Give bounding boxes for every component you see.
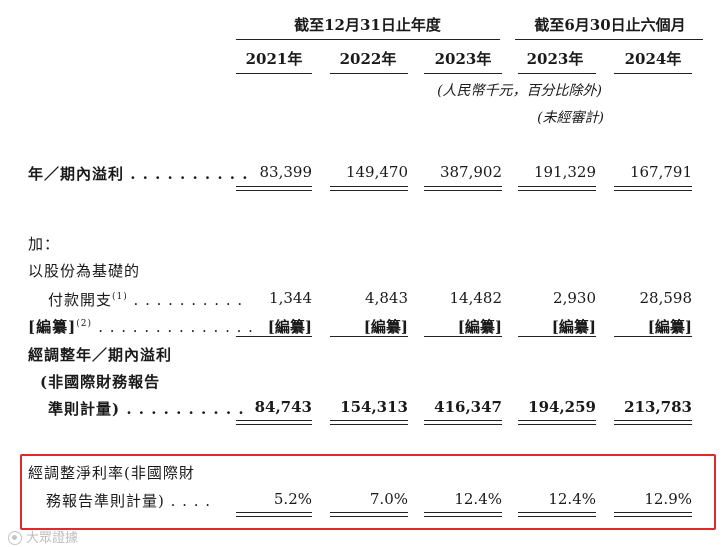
profit-rule-2024h1-a [614,186,692,187]
redacted-value-2024-h1: [編纂] [647,318,692,336]
row-label-adjusted-margin-1: 經調整淨利率(非國際財 [28,464,195,482]
adj-rule-2023-a [424,420,502,421]
header-six-month-period: 截至6月30日止六個月 [534,16,686,34]
adj-rule-2024h1-a [614,420,692,421]
year-header-2023-h1: 2023年 [526,50,584,68]
adjusted-margin-value-2023-h1: 12.4% [548,490,596,508]
footnote-1: (1) [112,292,128,302]
row-label-adjusted-margin-2: 務報告準則計量) . . . . [46,492,211,510]
row-label-adjusted-profit-2: (非國際財務報告 [40,373,161,391]
row-label-profit: 年／期內溢利 . . . . . . . . . . [28,165,249,183]
adj-rule-2023h1-a [518,420,596,421]
redacted-rule-2023 [424,336,502,337]
year-header-2024-h1: 2024年 [624,50,682,68]
redacted-value-2021: [編纂] [267,318,312,336]
year-rule-2023-h1 [518,73,596,74]
profit-value-2022: 149,470 [345,163,408,181]
header-annual-rule [236,39,500,40]
watermark-logo-icon [8,531,22,545]
profit-rule-2023h1-a [518,186,596,187]
margin-rule-2021-b [236,516,312,517]
adjusted-margin-value-2023: 12.4% [454,490,502,508]
margin-rule-2021-a [236,512,312,513]
profit-rule-2022-b [330,190,408,191]
redacted-label-text: [編纂] [28,318,77,336]
redacted-rule-2023h1 [518,336,596,337]
adjusted-margin-value-2024-h1: 12.9% [644,490,692,508]
year-rule-2023 [424,73,502,74]
redacted-value-2023: [編纂] [457,318,502,336]
row-label-share-based-2: 付款開支(1) . . . . . . . . . . [48,289,243,310]
share-based-value-2023-h1: 2,930 [553,289,596,307]
unit-note: (人民幣千元，百分比除外) [437,83,602,99]
year-header-2023: 2023年 [434,50,492,68]
year-rule-2024-h1 [614,73,692,74]
profit-rule-2021-b [236,190,312,191]
profit-value-2023-h1: 191,329 [533,163,596,181]
adjusted-margin-value-2022: 7.0% [369,490,408,508]
year-rule-2021 [236,73,312,74]
adjusted-margin-value-2021: 5.2% [273,490,312,508]
margin-rule-2023h1-a [518,512,596,513]
header-annual-period: 截至12月31日止年度 [294,16,441,34]
year-header-2021: 2021年 [245,50,303,68]
adjusted-profit-value-2021: 84,743 [254,398,312,416]
adj-rule-2023h1-b [518,424,596,425]
watermark: 大眾證據 [8,527,78,546]
profit-value-2024-h1: 167,791 [629,163,692,181]
share-based-dots: . . . . . . . . . . [133,291,244,309]
redacted-dots: . . . . . . . . . . . . . . [98,318,254,336]
redacted-rule-2024h1 [614,336,692,337]
margin-rule-2023-b [424,516,502,517]
adjusted-profit-value-2024-h1: 213,783 [624,398,692,416]
adj-rule-2021-b [236,424,312,425]
share-based-value-2021: 1,344 [269,289,312,307]
adjusted-profit-value-2023-h1: 194,259 [528,398,596,416]
redacted-value-2023-h1: [編纂] [551,318,596,336]
redacted-value-2022: [編纂] [363,318,408,336]
profit-rule-2021-a [236,186,312,187]
adjusted-profit-value-2023: 416,347 [434,398,502,416]
adj-rule-2021-a [236,420,312,421]
share-based-value-2022: 4,843 [365,289,408,307]
share-based-value-2024-h1: 28,598 [639,289,693,307]
margin-rule-2024h1-a [614,512,692,513]
row-label-adjusted-profit-1: 經調整年／期內溢利 [28,346,173,364]
year-rule-2022 [330,73,408,74]
row-label-redacted: [編纂](2) . . . . . . . . . . . . . . [28,316,254,337]
profit-rule-2023-b [424,190,502,191]
margin-rule-2022-b [330,516,408,517]
profit-rule-2023h1-b [518,190,596,191]
adjusted-profit-value-2022: 154,313 [340,398,408,416]
highlight-box [20,454,716,530]
redacted-rule-2021 [236,336,312,337]
header-six-month-rule [515,39,703,40]
profit-rule-2024h1-b [614,190,692,191]
profit-value-2023: 387,902 [439,163,502,181]
share-based-value-2023: 14,482 [449,289,503,307]
margin-rule-2022-a [330,512,408,513]
adj-rule-2022-b [330,424,408,425]
margin-rule-2024h1-b [614,516,692,517]
redacted-rule-2022 [330,336,408,337]
year-header-2022: 2022年 [339,50,397,68]
adj-rule-2023-b [424,424,502,425]
share-based-label-text: 付款開支 [48,291,113,309]
profit-rule-2023-a [424,186,502,187]
adj-rule-2022-a [330,420,408,421]
unaudited-note: (未經審計) [537,110,604,126]
row-label-add: 加： [28,235,61,253]
row-label-adjusted-profit-3: 準則計量) . . . . . . . . . . [48,400,245,418]
margin-rule-2023-a [424,512,502,513]
profit-rule-2022-a [330,186,408,187]
watermark-text: 大眾證據 [26,531,79,546]
footnote-2: (2) [76,319,92,329]
row-label-share-based-1: 以股份為基礎的 [28,262,141,280]
margin-rule-2023h1-b [518,516,596,517]
profit-value-2021: 83,399 [259,163,313,181]
adj-rule-2024h1-b [614,424,692,425]
